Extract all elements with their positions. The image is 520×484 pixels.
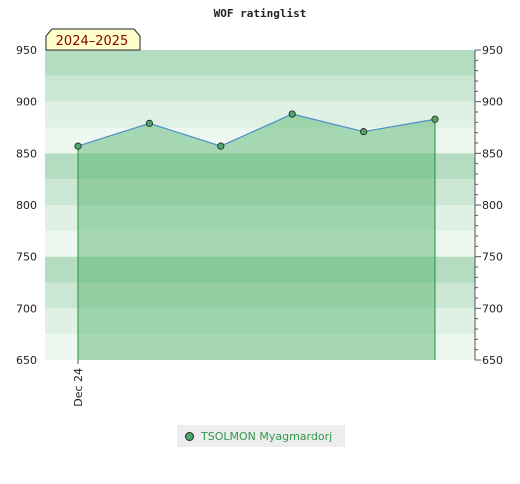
- y-tick-label-right: 650: [482, 354, 503, 367]
- axes: 650 650 700 700 750 750 800 800 850 850 900 900 950 9…: [16, 44, 503, 407]
- y-tick-label-right: 800: [482, 199, 503, 212]
- legend-series-label: TSOLMON Myagmardorj: [201, 429, 333, 443]
- grid-band: [45, 50, 475, 76]
- y-tick-label-left: 750: [16, 251, 37, 264]
- y-tick-label-left: 800: [16, 199, 37, 212]
- y-tick-label-right: 950: [482, 44, 503, 57]
- y-tick-label-right: 900: [482, 96, 503, 109]
- data-point: [74, 142, 82, 150]
- data-point: [431, 115, 439, 123]
- y-tick-label-left: 950: [16, 44, 37, 57]
- legend[interactable]: TSOLMON Myagmardorj: [177, 425, 345, 447]
- y-tick-label-right: 700: [482, 302, 503, 315]
- season-badge: 2024–2025: [45, 28, 141, 51]
- season-label: 2024–2025: [56, 34, 129, 49]
- data-point: [288, 110, 296, 118]
- series-line: [77, 113, 436, 147]
- grid-band: [45, 101, 475, 128]
- data-point: [217, 142, 225, 150]
- data-point: [145, 119, 153, 127]
- y-tick-label-left: 850: [16, 147, 37, 160]
- chart-title: WOF ratinglist: [214, 7, 307, 20]
- area-layer: [77, 113, 436, 360]
- data-points: [74, 110, 439, 150]
- x-tick-label: Dec 24: [72, 368, 85, 407]
- legend-marker-icon: [185, 431, 194, 441]
- y-tick-label-right: 850: [482, 147, 503, 160]
- series-area: [78, 114, 435, 360]
- data-point: [359, 128, 368, 136]
- y-tick-label-right: 750: [482, 251, 503, 264]
- y-tick-label-left: 700: [16, 302, 37, 315]
- grid-band: [45, 75, 475, 102]
- y-tick-label-left: 650: [16, 354, 37, 367]
- y-tick-label-left: 900: [16, 96, 37, 109]
